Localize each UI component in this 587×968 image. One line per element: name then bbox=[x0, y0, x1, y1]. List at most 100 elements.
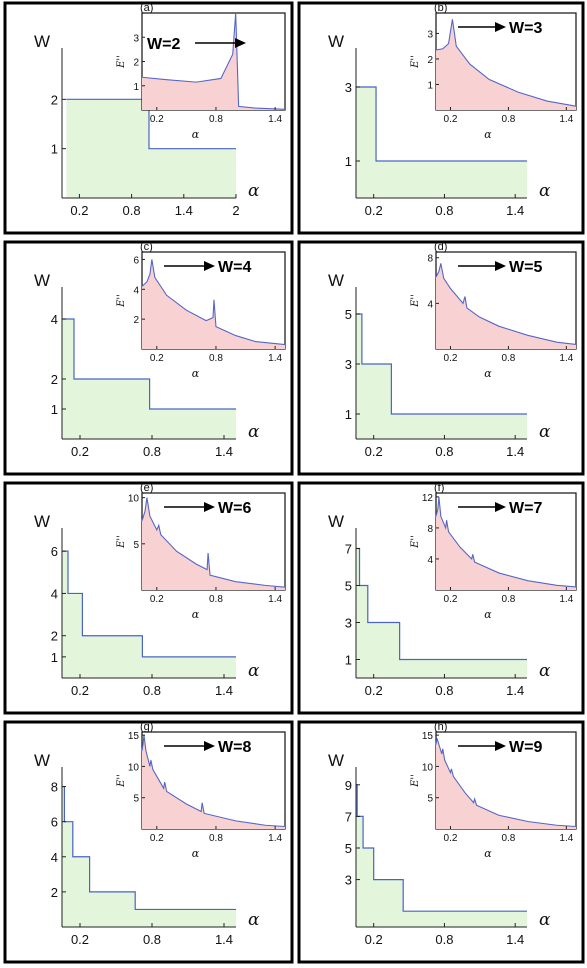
x-tick-label: 2 bbox=[232, 203, 239, 218]
arrow-head bbox=[495, 502, 506, 512]
inset-area bbox=[142, 735, 285, 829]
inset-y-tick-label: 8 bbox=[427, 524, 433, 535]
inset-x-tick-label: 1.4 bbox=[268, 833, 282, 844]
inset-curve bbox=[141, 735, 286, 828]
inset-y-axis-label: E'' bbox=[116, 294, 127, 308]
x-tick-label: 1.4 bbox=[215, 932, 233, 947]
inset-y-tick-label: 2 bbox=[427, 55, 433, 66]
arrow-head bbox=[495, 22, 506, 32]
x-tick-label: 0.2 bbox=[365, 444, 383, 459]
inset-x-tick-label: 1.4 bbox=[559, 353, 573, 364]
inset-area bbox=[142, 13, 285, 110]
y-axis-label: W bbox=[34, 512, 50, 531]
inset-y-axis-label: E'' bbox=[410, 55, 421, 69]
step-area bbox=[62, 551, 236, 678]
inset-x-tick-label: 0.2 bbox=[150, 833, 164, 844]
inset-curve bbox=[141, 259, 286, 346]
x-tick-label: 1.4 bbox=[506, 203, 524, 218]
inset-x-tick-label: 0.2 bbox=[150, 353, 164, 364]
inset-f: 0.2 0.8 1.4 4 8 12 α E'' (f) W=7 bbox=[410, 482, 577, 621]
step-area bbox=[356, 548, 527, 678]
inset-curve bbox=[141, 497, 286, 588]
inset-x-tick-label: 0.8 bbox=[501, 353, 515, 364]
panel-label: (d) bbox=[434, 241, 447, 253]
inset-y-tick-label: 4 bbox=[133, 285, 139, 296]
inset-c: 0.2 0.8 1.4 2 4 6 α E'' (c) W=4 bbox=[116, 241, 286, 380]
x-tick-label: 0.2 bbox=[70, 203, 88, 218]
inset-x-axis-label: α bbox=[192, 847, 200, 860]
inset-y-tick-label: 12 bbox=[422, 493, 434, 504]
y-tick-label: 2 bbox=[51, 629, 58, 644]
panel-b: 0.2 0.8 1.4 1 3 Wα 0.2 0.8 1.4 1 2 3 α E'' (b) W=3 bbox=[297, 1, 585, 235]
inset-y-tick-label: 3 bbox=[427, 29, 433, 40]
arrow-label: W=8 bbox=[218, 739, 251, 756]
y-tick-label: 2 bbox=[51, 372, 58, 387]
inset-x-tick-label: 0.2 bbox=[150, 114, 164, 125]
arrow-label: W=5 bbox=[509, 259, 542, 276]
y-tick-label: 1 bbox=[51, 650, 58, 665]
inset-area bbox=[436, 738, 576, 829]
inset-x-tick-label: 1.4 bbox=[268, 114, 282, 125]
panel-h: 0.2 0.8 1.4 3 5 7 9Wα 0.2 0.8 1.4 5 10 15 α E'' (h) W=9 bbox=[297, 720, 585, 964]
arrow-head bbox=[204, 741, 215, 751]
inset-x-tick-label: 0.8 bbox=[501, 114, 515, 125]
arrow-head bbox=[235, 38, 246, 48]
inset-curve bbox=[141, 12, 286, 110]
y-tick-label: 7 bbox=[345, 542, 352, 557]
arrow-label: W=3 bbox=[509, 20, 542, 37]
y-tick-label: 5 bbox=[345, 841, 352, 856]
inset-x-axis-label: α bbox=[192, 367, 200, 380]
inset-x-axis-label: α bbox=[192, 608, 200, 621]
inset-x-tick-label: 0.2 bbox=[150, 594, 164, 605]
arrow-head bbox=[495, 741, 506, 751]
panel-label: (a) bbox=[140, 2, 153, 14]
inset-x-axis-label: α bbox=[484, 608, 492, 621]
panel-d: 0.2 0.8 1.4 1 3 5 Wα 0.2 0.8 1.4 4 8 α E'' (d) W=5 bbox=[297, 240, 585, 476]
inset-x-tick-label: 1.4 bbox=[268, 353, 282, 364]
inset-y-tick-label: 2 bbox=[133, 315, 139, 326]
step-line bbox=[62, 550, 236, 658]
x-axis-label: α bbox=[539, 910, 551, 930]
step-line bbox=[356, 784, 527, 912]
inset-curve bbox=[435, 19, 577, 107]
inset-x-tick-label: 0.8 bbox=[209, 833, 223, 844]
x-tick-label: 0.8 bbox=[143, 444, 161, 459]
y-tick-label: 1 bbox=[345, 407, 352, 422]
x-tick-label: 1.4 bbox=[215, 444, 233, 459]
inset-x-tick-label: 1.4 bbox=[559, 114, 573, 125]
inset-x-tick-label: 0.2 bbox=[444, 594, 458, 605]
inset-curve bbox=[435, 738, 577, 828]
x-axis-label: α bbox=[248, 661, 260, 681]
arrow-label: W=2 bbox=[147, 36, 180, 53]
panel-e: 0.2 0.8 1.4 1 2 4 6Wα 0.2 0.8 1.4 5 10 α E'' (e) W=6 bbox=[3, 481, 294, 715]
panel-c: 0.2 0.8 1.4 1 2 4 Wα 0.2 0.8 1.4 2 4 6 α E'' (c) W=4 bbox=[3, 240, 294, 476]
inset-e: 0.2 0.8 1.4 5 10 α E'' (e) W=6 bbox=[116, 482, 286, 621]
x-tick-label: 1.4 bbox=[506, 932, 524, 947]
inset-x-tick-label: 0.8 bbox=[209, 353, 223, 364]
panel-f: 0.2 0.8 1.4 1 3 5 7Wα 0.2 0.8 1.4 4 8 12 α E'' (f) W=7 bbox=[297, 481, 585, 715]
x-tick-label: 0.8 bbox=[435, 932, 453, 947]
inset-y-tick-label: 4 bbox=[427, 299, 433, 310]
inset-area bbox=[142, 259, 285, 349]
inset-y-axis-label: E'' bbox=[116, 774, 127, 788]
x-tick-label: 0.2 bbox=[365, 203, 383, 218]
y-tick-label: 8 bbox=[51, 780, 58, 795]
inset-y-tick-label: 15 bbox=[422, 731, 434, 742]
step-line bbox=[62, 318, 236, 410]
inset-y-tick-label: 1 bbox=[427, 80, 433, 91]
panel-label: (c) bbox=[140, 241, 153, 253]
inset-h: 0.2 0.8 1.4 5 10 15 α E'' (h) W=9 bbox=[410, 721, 577, 860]
panel-frame bbox=[297, 240, 585, 476]
inset-x-tick-label: 0.2 bbox=[444, 353, 458, 364]
inset-x-tick-label: 0.8 bbox=[209, 594, 223, 605]
panel-frame bbox=[3, 1, 294, 235]
y-axis-label: W bbox=[34, 271, 50, 290]
y-tick-label: 3 bbox=[345, 873, 352, 888]
y-axis-label: W bbox=[328, 32, 344, 51]
panel-frame bbox=[3, 240, 294, 476]
y-axis-label: W bbox=[328, 751, 344, 770]
inset-y-tick-label: 1 bbox=[133, 82, 139, 93]
panel-g: 0.2 0.8 1.4 2 4 6 8Wα 0.2 0.8 1.4 5 10 15 α E'' (g) W=8 bbox=[3, 720, 294, 964]
step-area bbox=[356, 784, 527, 927]
